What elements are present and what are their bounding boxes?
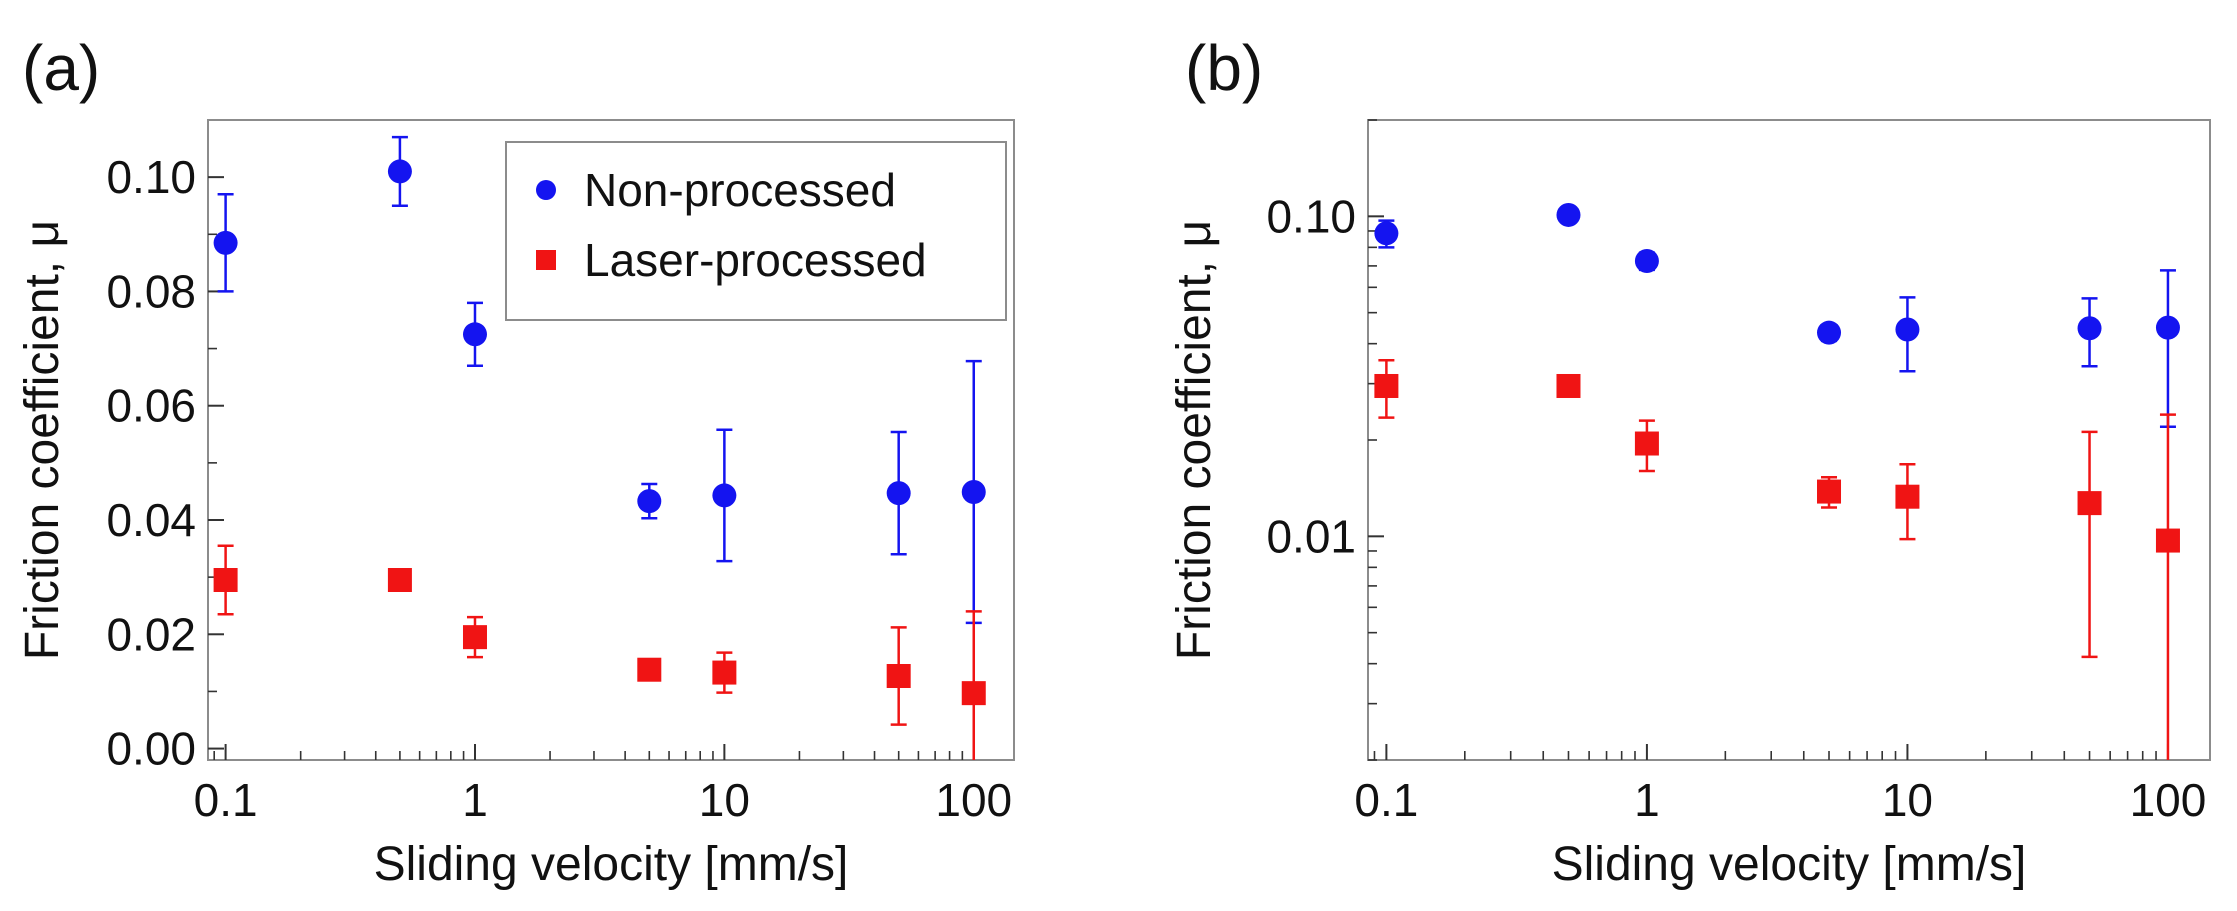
data-point-circle (1634, 249, 1659, 274)
data-point-circle (2155, 315, 2180, 340)
x-tick-label: 1 (462, 774, 488, 826)
data-point-square (637, 657, 662, 682)
data-point-circle (1556, 202, 1581, 227)
data-point-square (1817, 479, 1842, 504)
y-tick-label: 0.10 (1266, 190, 1356, 242)
legend-label: Non-processed (584, 164, 896, 216)
data-point-circle (462, 322, 487, 347)
legend-marker-square (536, 250, 556, 270)
data-point-circle (387, 159, 412, 184)
x-tick-label: 100 (2130, 774, 2207, 826)
series-non-processed (1374, 202, 2180, 429)
data-point-circle (213, 230, 238, 255)
data-point-circle (712, 483, 737, 508)
y-tick-label: 0.02 (106, 608, 196, 660)
y-tick-label: 0.00 (106, 723, 196, 775)
data-point-circle (886, 481, 911, 506)
data-point-circle (1895, 317, 1920, 342)
y-tick-label: 0.04 (106, 494, 196, 546)
series-laser-processed (213, 544, 986, 760)
x-tick-label: 10 (1882, 774, 1933, 826)
x-tick-label: 0.1 (194, 774, 258, 826)
y-axis-title: Friction coefficient, μ (16, 220, 69, 660)
data-point-square (1556, 373, 1581, 398)
data-point-square (1374, 373, 1399, 398)
y-tick-label: 0.06 (106, 380, 196, 432)
data-point-square (961, 681, 986, 706)
y-tick-label: 0.01 (1266, 510, 1356, 562)
data-point-square (213, 568, 238, 592)
x-tick-label: 100 (935, 774, 1012, 826)
data-point-square (1895, 484, 1920, 509)
data-point-circle (1374, 221, 1399, 246)
legend-box (505, 141, 1007, 321)
y-axis-title: Friction coefficient, μ (1168, 220, 1221, 660)
panel-a-label: (a) (22, 32, 100, 104)
data-point-square (462, 625, 487, 650)
plot-frame (207, 119, 1015, 761)
x-tick-label: 0.1 (1354, 774, 1418, 826)
data-point-square (886, 664, 911, 688)
data-point-square (2077, 491, 2102, 516)
legend-label: Laser-processed (584, 234, 927, 286)
data-point-square (387, 568, 412, 592)
legend: Non-processed Laser-processed (505, 141, 1007, 321)
data-point-circle (637, 489, 662, 514)
series-non-processed (213, 135, 986, 625)
panel-b-label: (b) (1185, 32, 1263, 104)
x-tick-label: 1 (1634, 774, 1660, 826)
data-point-square (2155, 528, 2180, 553)
x-axis-title: Sliding velocity [mm/s] (374, 838, 849, 891)
panel-a: (a) 0.1 1 10 100 0.00 0.02 0.04 0.06 0.08 0.10 Sli… (16, 32, 1015, 891)
data-point-circle (1817, 320, 1842, 345)
legend-marker-circle (536, 180, 556, 200)
data-point-circle (961, 480, 986, 504)
data-point-circle (2077, 316, 2102, 341)
x-axis-title: Sliding velocity [mm/s] (1552, 838, 2027, 891)
plot-frame (1367, 119, 2211, 761)
y-tick-label: 0.08 (106, 265, 196, 317)
y-tick-label: 0.10 (106, 151, 196, 203)
data-point-square (712, 660, 737, 685)
series-laser-processed (1374, 359, 2180, 760)
x-tick-label: 10 (699, 774, 750, 826)
data-point-square (1634, 431, 1659, 456)
panel-b: (b) 0.1 1 10 100 0.01 0.10 Sliding velocity [m… (1168, 32, 2211, 891)
